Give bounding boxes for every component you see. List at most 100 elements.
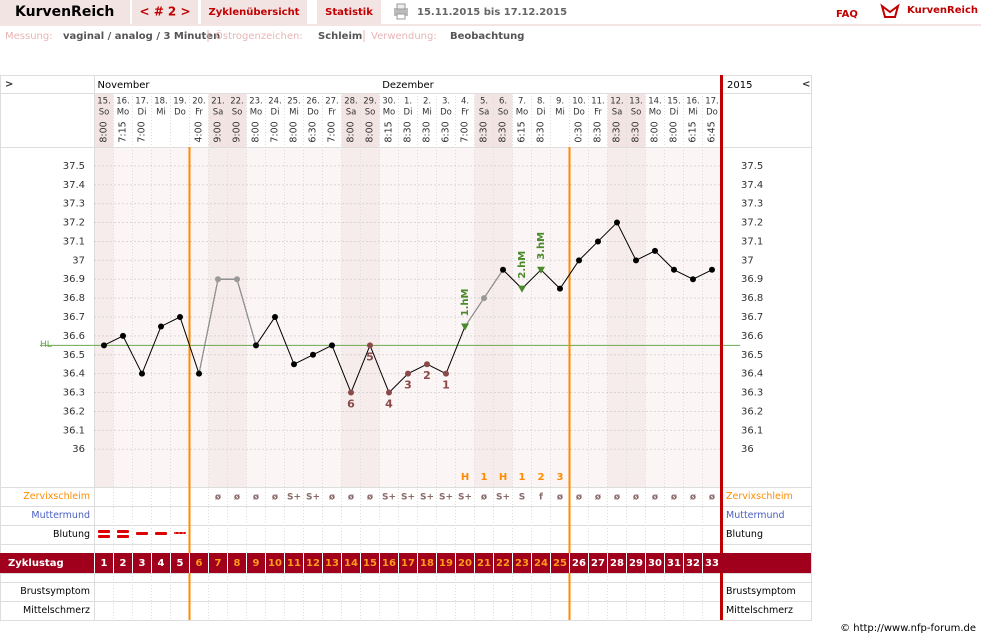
y-tick-label: 36.9: [741, 274, 763, 285]
point: [709, 266, 715, 273]
cycle-nav[interactable]: < # 2 >: [139, 5, 190, 19]
time-label: 9:00: [232, 121, 243, 142]
cervix-symbol: S+: [382, 493, 396, 503]
weekday-label: So: [365, 108, 376, 118]
time-label: 6:30: [308, 121, 319, 142]
cervix-symbol: ø: [690, 493, 696, 503]
weekday-label: Sa: [479, 108, 490, 118]
tab-bg[interactable]: [201, 0, 307, 24]
cycle-day: 1: [101, 558, 108, 569]
cycle-day: 7: [215, 558, 222, 569]
cervix-symbol: S+: [401, 493, 415, 503]
cycle-day: 22: [496, 558, 510, 569]
y-tick-label: 37.5: [63, 161, 85, 172]
weekday-label: Di: [271, 108, 280, 118]
weekend-bg: [341, 93, 361, 147]
weekend-bg: [94, 147, 114, 487]
weekday-label: Do: [440, 108, 452, 118]
cervix-symbol: S+: [496, 493, 510, 503]
time-label: 8:00: [650, 121, 661, 142]
cervix-symbol: ø: [652, 493, 658, 503]
point: [595, 238, 601, 245]
print-icon[interactable]: [394, 3, 408, 20]
row-label: Zervixschleim: [23, 491, 90, 502]
bleeding-mark: [136, 532, 148, 535]
cycle-day: 6: [196, 558, 203, 569]
nav-next: <: [802, 79, 810, 90]
weekday-label: Sa: [612, 108, 623, 118]
y-tick-label: 36.7: [63, 312, 85, 323]
bleeding-mark: [173, 531, 187, 535]
point: [196, 370, 202, 377]
day-label: 1.: [404, 97, 412, 107]
chart: > <November Dezember 201515.So8:0016.Mo7:15…: [0, 75, 811, 620]
setting-value: Beobachtung: [450, 31, 524, 42]
tab[interactable]: Zyklenübersicht: [209, 7, 300, 18]
setting-label: Östrogenzeichen:: [215, 29, 303, 42]
point: [500, 266, 506, 273]
month-label: Dezember: [382, 80, 434, 91]
cycle-day: 31: [667, 558, 681, 569]
time-label: 8:00: [289, 121, 300, 142]
y-tick-label: 37.2: [741, 218, 763, 229]
faq[interactable]: FAQ: [836, 9, 858, 20]
cervix-symbol: ø: [234, 493, 240, 503]
time-label: 6:15: [517, 121, 528, 142]
tab-bg[interactable]: [317, 0, 381, 24]
cycle-day: 10: [268, 558, 282, 569]
day-label: 9.: [556, 97, 564, 107]
time-label: 7:00: [270, 121, 281, 142]
y-tick-label: 36.4: [63, 369, 85, 380]
point: [386, 389, 392, 396]
day-label: 11.: [591, 97, 605, 107]
hm-marker: [461, 323, 469, 331]
cycle-day: 33: [705, 558, 719, 569]
y-tick-label: 36: [741, 444, 754, 455]
day-label: 21.: [211, 97, 225, 107]
day-label: 25.: [287, 97, 301, 107]
excluded-segment: [236, 279, 257, 346]
cervix-symbol: ø: [215, 493, 221, 503]
time-label: 4:00: [194, 121, 205, 142]
cycle-day: 14: [344, 558, 358, 569]
weekend-bg: [474, 93, 494, 147]
day-label: 16.: [686, 97, 700, 107]
nav-bg[interactable]: [132, 0, 198, 24]
cycle-day: 27: [591, 558, 605, 569]
cervix-symbol: S+: [439, 493, 453, 503]
cycle-day: 29: [629, 558, 643, 569]
time-label: 8:30: [403, 121, 414, 142]
time-label: 6:45: [707, 121, 718, 142]
cycle-day: 17: [401, 558, 415, 569]
cervix-symbol: ø: [614, 493, 620, 503]
point: [557, 285, 563, 292]
day-label: 13.: [629, 97, 643, 107]
brand[interactable]: KurvenReich: [907, 5, 978, 16]
day-label: 10.: [572, 97, 586, 107]
point: [481, 295, 487, 302]
day-label: 18.: [154, 97, 168, 107]
weekday-label: Di: [404, 108, 413, 118]
weekend-bg: [208, 147, 228, 487]
cervix-symbol: S+: [458, 493, 472, 503]
tab[interactable]: Statistik: [325, 7, 373, 18]
cycle-day: 9: [253, 558, 260, 569]
y-tick-label: 37.1: [741, 236, 763, 247]
time-label: 8:30: [612, 121, 623, 142]
point-label: 6: [347, 398, 355, 411]
cervix-symbol: ø: [367, 493, 373, 503]
point: [177, 314, 183, 320]
setting-label: Verwendung:: [371, 31, 437, 42]
row-label: Brustsymptom: [20, 586, 90, 597]
cycle-day: 25: [553, 558, 567, 569]
y-tick-label: 36.2: [63, 406, 85, 417]
cycle-day: 28: [610, 558, 624, 569]
weekday-label: So: [631, 108, 642, 118]
day-label: 8.: [537, 97, 545, 107]
point: [652, 247, 658, 254]
y-tick-label: 36.9: [63, 274, 85, 285]
time-label: 6:15: [688, 121, 699, 142]
bleeding-mark: [117, 535, 129, 538]
day-label: 23.: [249, 97, 263, 107]
time-label: 8:30: [536, 121, 547, 142]
